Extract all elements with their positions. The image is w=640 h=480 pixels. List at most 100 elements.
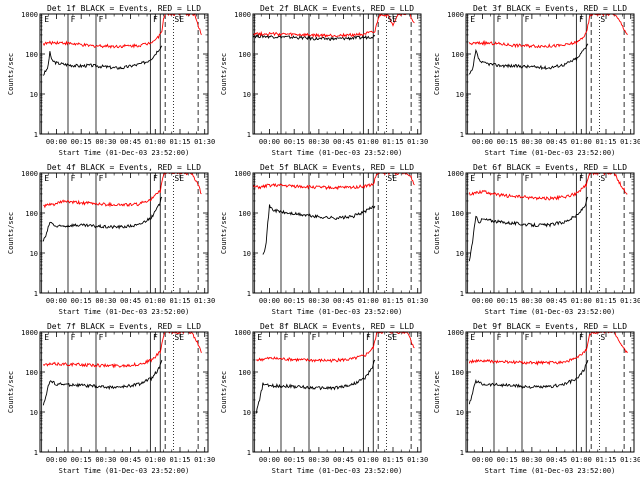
- x-tick-label: 00:30: [308, 456, 329, 464]
- flag-label: F: [153, 174, 158, 183]
- x-tick-label: 01:15: [169, 456, 190, 464]
- y-axis-label: Counts/sec: [433, 212, 441, 254]
- series-lld: [252, 13, 415, 39]
- flag-label: F: [497, 333, 502, 342]
- x-axis-label: Start Time (01-Dec-03 23:52:00): [59, 149, 190, 157]
- flag-label: F: [525, 15, 530, 24]
- y-tick-label: 100: [25, 210, 38, 218]
- flag-label: F: [579, 333, 584, 342]
- x-tick-label: 00:45: [546, 138, 567, 146]
- x-tick-label: 00:45: [333, 456, 354, 464]
- y-tick-label: 1: [460, 290, 464, 298]
- series-events: [42, 45, 163, 76]
- x-tick-label: 01:15: [382, 138, 403, 146]
- subplot-title: Det 3f BLACK = Events, RED = LLD: [473, 4, 627, 13]
- flag-label: SE: [387, 15, 397, 24]
- x-tick-label: 00:30: [95, 138, 116, 146]
- x-tick-label: 00:30: [308, 297, 329, 305]
- y-tick-label: 1000: [447, 329, 464, 337]
- x-tick-label: 00:00: [259, 456, 280, 464]
- x-tick-label: 00:45: [120, 297, 141, 305]
- y-axis-label: Counts/sec: [220, 371, 228, 413]
- x-tick-label: 00:15: [71, 456, 92, 464]
- flag-label: SE: [387, 174, 397, 183]
- x-tick-label: 01:30: [407, 297, 428, 305]
- subplot-6: Det 6f BLACK = Events, RED = LLD Counts/s…: [433, 163, 640, 316]
- y-tick-label: 1000: [234, 329, 251, 337]
- x-tick-label: 01:15: [595, 138, 616, 146]
- y-tick-label: 1000: [234, 11, 251, 19]
- x-tick-label: 00:45: [333, 138, 354, 146]
- flag-label: F: [153, 333, 158, 342]
- y-tick-label: 1000: [21, 329, 38, 337]
- flag-label: E: [470, 174, 475, 183]
- subplot-4: Det 4f BLACK = Events, RED = LLD Counts/s…: [7, 163, 215, 316]
- x-axis-label: Start Time (01-Dec-03 23:52:00): [59, 308, 190, 316]
- flag-label: F: [497, 15, 502, 24]
- x-tick-label: 01:15: [169, 138, 190, 146]
- x-tick-label: 01:00: [145, 456, 166, 464]
- flag-label: SE: [387, 333, 397, 342]
- x-tick-label: 01:30: [407, 138, 428, 146]
- series-lld: [468, 331, 628, 366]
- x-tick-label: 00:00: [259, 138, 280, 146]
- x-tick-label: 00:30: [521, 297, 542, 305]
- y-axis-label: Counts/sec: [220, 53, 228, 95]
- y-tick-label: 10: [243, 409, 251, 417]
- flag-label: E: [44, 15, 49, 24]
- flag-label: F: [99, 15, 104, 24]
- flag-label: F: [71, 15, 76, 24]
- x-tick-label: 00:15: [71, 297, 92, 305]
- y-axis-label: Counts/sec: [433, 371, 441, 413]
- x-tick-label: 01:30: [407, 456, 428, 464]
- plot-frame: [465, 172, 635, 294]
- x-tick-label: 00:15: [497, 138, 518, 146]
- plot-frame: [252, 331, 422, 453]
- x-tick-label: 00:00: [259, 297, 280, 305]
- x-tick-label: 01:15: [169, 297, 190, 305]
- flag-label: S: [600, 333, 605, 342]
- x-tick-label: 01:30: [620, 297, 640, 305]
- subplot-2: Det 2f BLACK = Events, RED = LLD Counts/s…: [220, 4, 428, 157]
- plot-frame: [39, 172, 209, 294]
- subplot-title: Det 6f BLACK = Events, RED = LLD: [473, 163, 627, 172]
- y-axis-label: Counts/sec: [7, 371, 15, 413]
- series-events: [255, 359, 376, 414]
- x-tick-label: 00:45: [333, 297, 354, 305]
- x-tick-label: 01:30: [194, 456, 215, 464]
- x-tick-label: 01:30: [620, 456, 640, 464]
- y-tick-label: 1000: [447, 11, 464, 19]
- y-tick-label: 10: [456, 409, 464, 417]
- flag-label: F: [366, 333, 371, 342]
- x-tick-label: 00:30: [95, 297, 116, 305]
- series-events: [42, 359, 163, 406]
- x-tick-label: 00:00: [472, 297, 493, 305]
- flag-label: SE: [174, 15, 184, 24]
- flag-label: SE: [174, 333, 184, 342]
- subplot-7: Det 7f BLACK = Events, RED = LLD Counts/s…: [7, 322, 215, 475]
- subplot-3: Det 3f BLACK = Events, RED = LLD Counts/s…: [433, 4, 640, 157]
- x-tick-label: 00:15: [71, 138, 92, 146]
- y-tick-label: 100: [451, 51, 464, 59]
- x-tick-label: 01:15: [595, 297, 616, 305]
- subplot-title: Det 7f BLACK = Events, RED = LLD: [47, 322, 201, 331]
- subplot-title: Det 8f BLACK = Events, RED = LLD: [260, 322, 414, 331]
- x-tick-label: 01:00: [358, 456, 379, 464]
- flag-label: E: [257, 333, 262, 342]
- series-events: [468, 196, 589, 262]
- y-tick-label: 1: [34, 290, 38, 298]
- x-tick-label: 01:30: [194, 297, 215, 305]
- y-tick-label: 100: [238, 210, 251, 218]
- x-tick-label: 00:15: [497, 456, 518, 464]
- x-tick-label: 01:00: [571, 138, 592, 146]
- subplot-title: Det 2f BLACK = Events, RED = LLD: [260, 4, 414, 13]
- flag-label: E: [470, 15, 475, 24]
- x-tick-label: 00:30: [521, 456, 542, 464]
- x-tick-label: 00:15: [497, 297, 518, 305]
- subplot-title: Det 4f BLACK = Events, RED = LLD: [47, 163, 201, 172]
- flag-label: F: [71, 333, 76, 342]
- flag-label: E: [470, 333, 475, 342]
- flag-label: F: [579, 174, 584, 183]
- y-tick-label: 100: [238, 51, 251, 59]
- y-tick-label: 1: [460, 449, 464, 457]
